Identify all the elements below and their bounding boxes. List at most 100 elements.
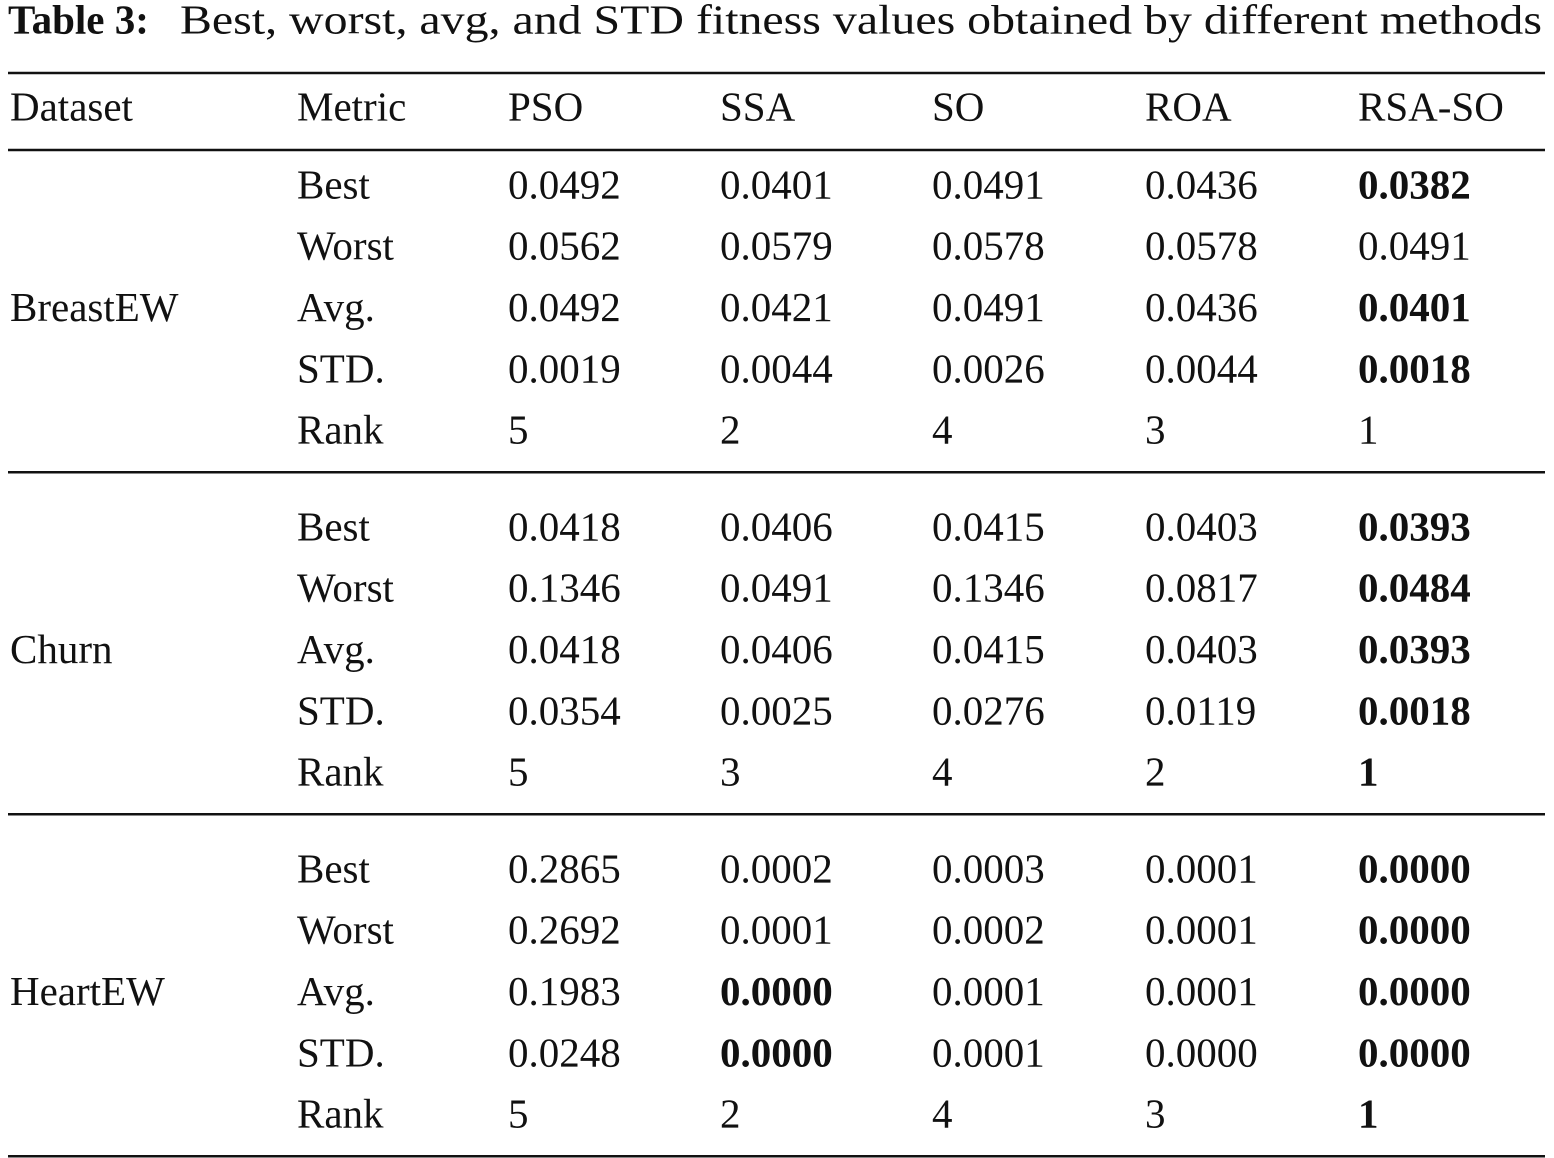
caption-label: Table 3: xyxy=(8,0,149,42)
metric-label: Best xyxy=(297,161,371,207)
value-cell: 0.0491 xyxy=(1358,223,1471,269)
value-cell: 0.0491 xyxy=(932,161,1045,207)
value-cell: 0.0003 xyxy=(932,845,1045,891)
column-header: Metric xyxy=(297,83,406,129)
value-cell: 0.0026 xyxy=(932,345,1045,391)
value-cell: 0.0018 xyxy=(1358,687,1471,733)
value-cell: 0.0406 xyxy=(720,626,833,672)
metric-label: Avg. xyxy=(297,626,375,672)
value-cell: 0.0000 xyxy=(1358,968,1471,1014)
value-cell: 0.0019 xyxy=(508,345,621,391)
metric-label: Best xyxy=(297,845,371,891)
value-cell: 0.0000 xyxy=(720,1029,833,1075)
value-cell: 0.0578 xyxy=(1145,223,1258,269)
metric-label: Rank xyxy=(297,749,384,795)
value-cell: 0.0406 xyxy=(720,503,833,549)
dataset-label: BreastEW xyxy=(10,284,179,330)
metric-label: STD. xyxy=(297,687,385,733)
metric-label: Avg. xyxy=(297,284,375,330)
dataset-label: HeartEW xyxy=(10,968,165,1014)
value-cell: 4 xyxy=(932,749,953,795)
value-cell: 0.0119 xyxy=(1145,687,1256,733)
column-header: Dataset xyxy=(10,83,134,129)
value-cell: 0.0002 xyxy=(932,907,1045,953)
value-cell: 2 xyxy=(720,1091,741,1137)
value-cell: 0.0403 xyxy=(1145,503,1258,549)
value-cell: 0.0415 xyxy=(932,626,1045,672)
value-cell: 3 xyxy=(1145,1091,1166,1137)
column-header: SO xyxy=(932,83,984,129)
value-cell: 0.0000 xyxy=(1358,1029,1471,1075)
value-cell: 0.0018 xyxy=(1358,345,1471,391)
column-header: PSO xyxy=(508,83,583,129)
value-cell: 0.0248 xyxy=(508,1029,621,1075)
column-header: RSA-SO xyxy=(1358,83,1504,129)
value-cell: 0.0001 xyxy=(1145,845,1258,891)
value-cell: 0.0415 xyxy=(932,503,1045,549)
value-cell: 0.0001 xyxy=(1145,907,1258,953)
value-cell: 0.0578 xyxy=(932,223,1045,269)
value-cell: 0.0403 xyxy=(1145,626,1258,672)
value-cell: 0.0001 xyxy=(1145,968,1258,1014)
value-cell: 0.0354 xyxy=(508,687,621,733)
value-cell: 0.0491 xyxy=(720,565,833,611)
value-cell: 0.0002 xyxy=(720,845,833,891)
metric-label: Avg. xyxy=(297,968,375,1014)
value-cell: 2 xyxy=(720,407,741,453)
value-cell: 0.0401 xyxy=(1358,284,1471,330)
value-cell: 4 xyxy=(932,407,953,453)
value-cell: 1 xyxy=(1358,1091,1379,1137)
value-cell: 0.0817 xyxy=(1145,565,1258,611)
value-cell: 0.0401 xyxy=(720,161,833,207)
value-cell: 0.0579 xyxy=(720,223,833,269)
value-cell: 0.1983 xyxy=(508,968,621,1014)
value-cell: 4 xyxy=(932,1091,953,1137)
value-cell: 0.0421 xyxy=(720,284,833,330)
value-cell: 0.0492 xyxy=(508,161,621,207)
value-cell: 5 xyxy=(508,1091,529,1137)
value-cell: 0.0484 xyxy=(1358,565,1471,611)
value-cell: 0.0418 xyxy=(508,503,621,549)
value-cell: 0.0418 xyxy=(508,626,621,672)
value-cell: 0.0001 xyxy=(932,968,1045,1014)
value-cell: 0.0393 xyxy=(1358,503,1471,549)
value-cell: 0.0436 xyxy=(1145,284,1258,330)
value-cell: 0.0436 xyxy=(1145,161,1258,207)
value-cell: 0.2865 xyxy=(508,845,621,891)
value-cell: 0.0025 xyxy=(720,687,833,733)
value-cell: 0.0276 xyxy=(932,687,1045,733)
value-cell: 0.0491 xyxy=(932,284,1045,330)
value-cell: 0.0492 xyxy=(508,284,621,330)
value-cell: 0.1346 xyxy=(508,565,621,611)
value-cell: 0.0044 xyxy=(1145,345,1258,391)
value-cell: 0.0393 xyxy=(1358,626,1471,672)
value-cell: 0.0044 xyxy=(720,345,833,391)
value-cell: 0.0382 xyxy=(1358,161,1471,207)
metric-label: Best xyxy=(297,503,371,549)
value-cell: 0.0001 xyxy=(720,907,833,953)
value-cell: 2 xyxy=(1145,749,1166,795)
value-cell: 1 xyxy=(1358,407,1379,453)
value-cell: 0.1346 xyxy=(932,565,1045,611)
value-cell: 0.2692 xyxy=(508,907,621,953)
value-cell: 0.0000 xyxy=(720,968,833,1014)
metric-label: STD. xyxy=(297,1029,385,1075)
value-cell: 5 xyxy=(508,407,529,453)
metric-label: STD. xyxy=(297,345,385,391)
value-cell: 5 xyxy=(508,749,529,795)
value-cell: 0.0000 xyxy=(1358,845,1471,891)
caption-text: Best, worst, avg, and STD fitness values… xyxy=(180,0,1542,42)
dataset-label: Churn xyxy=(10,626,113,672)
metric-label: Worst xyxy=(297,907,395,953)
value-cell: 3 xyxy=(720,749,741,795)
value-cell: 0.0000 xyxy=(1358,907,1471,953)
value-cell: 0.0001 xyxy=(932,1029,1045,1075)
value-cell: 1 xyxy=(1358,749,1379,795)
metric-label: Worst xyxy=(297,223,395,269)
value-cell: 0.0562 xyxy=(508,223,621,269)
metric-label: Rank xyxy=(297,1091,384,1137)
column-header: SSA xyxy=(720,83,796,129)
value-cell: 3 xyxy=(1145,407,1166,453)
